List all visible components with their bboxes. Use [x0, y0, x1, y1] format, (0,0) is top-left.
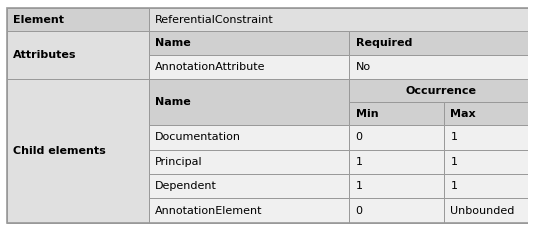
Text: No: No: [356, 62, 370, 72]
Text: Principal: Principal: [155, 157, 203, 167]
Bar: [444, 125, 533, 150]
Text: Child elements: Child elements: [13, 146, 106, 156]
Text: 1: 1: [450, 181, 457, 191]
Bar: [349, 125, 444, 150]
Text: Name: Name: [155, 38, 191, 48]
Text: ReferentialConstraint: ReferentialConstraint: [155, 15, 274, 25]
Text: Dependent: Dependent: [155, 181, 217, 191]
Bar: [149, 125, 349, 150]
Bar: [149, 150, 349, 174]
Text: Element: Element: [13, 15, 64, 25]
Bar: [6, 8, 149, 31]
Text: AnnotationElement: AnnotationElement: [155, 206, 263, 216]
Text: 1: 1: [356, 157, 362, 167]
Text: Max: Max: [450, 109, 476, 119]
Bar: [349, 150, 444, 174]
Text: AnnotationAttribute: AnnotationAttribute: [155, 62, 266, 72]
Bar: [349, 198, 444, 223]
Bar: [149, 55, 349, 79]
Bar: [349, 79, 533, 102]
Text: Attributes: Attributes: [13, 50, 76, 60]
Text: Min: Min: [356, 109, 378, 119]
Bar: [6, 31, 149, 79]
Bar: [349, 174, 444, 198]
Bar: [444, 102, 533, 125]
Bar: [444, 174, 533, 198]
Bar: [149, 8, 533, 31]
Text: Unbounded: Unbounded: [450, 206, 515, 216]
Text: 1: 1: [356, 181, 362, 191]
Bar: [444, 150, 533, 174]
Text: Required: Required: [356, 38, 412, 48]
Bar: [349, 55, 533, 79]
Bar: [444, 198, 533, 223]
Text: Occurrence: Occurrence: [406, 85, 477, 95]
Text: 0: 0: [356, 206, 362, 216]
Bar: [149, 31, 349, 55]
Text: Name: Name: [155, 97, 191, 107]
Bar: [349, 31, 533, 55]
Text: 1: 1: [450, 132, 457, 143]
Bar: [149, 198, 349, 223]
Bar: [149, 174, 349, 198]
Bar: [149, 79, 349, 125]
Bar: [6, 79, 149, 223]
Text: 0: 0: [356, 132, 362, 143]
Bar: [349, 102, 444, 125]
Text: Documentation: Documentation: [155, 132, 241, 143]
Text: 1: 1: [450, 157, 457, 167]
